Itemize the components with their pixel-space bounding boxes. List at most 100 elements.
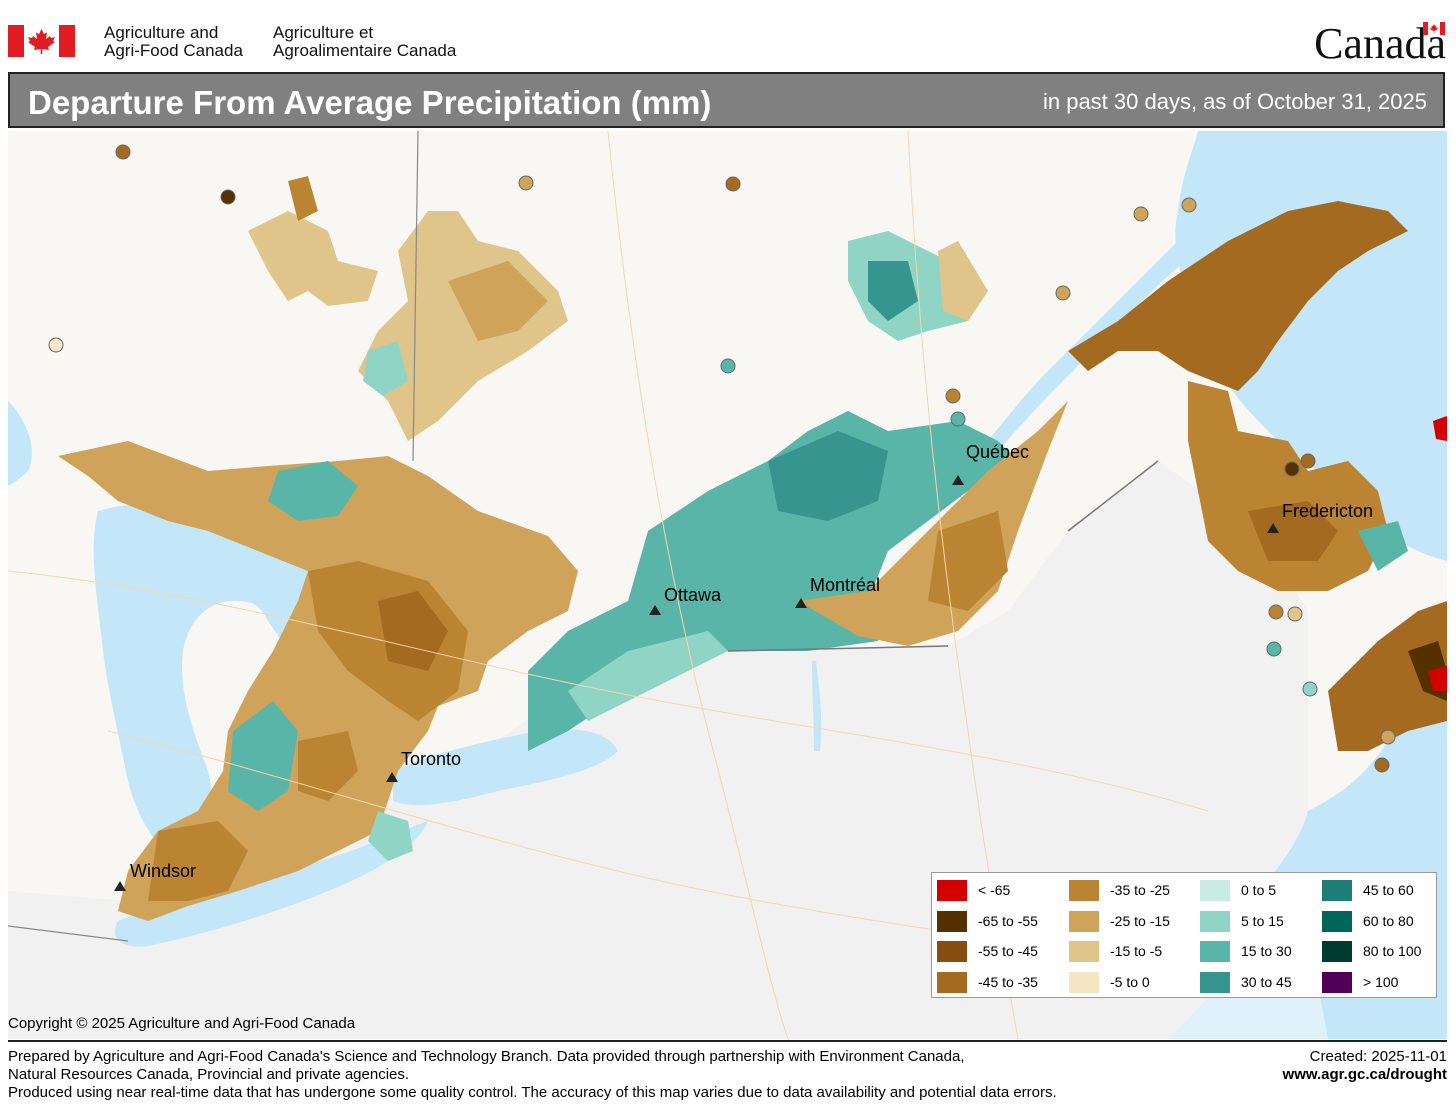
dept-en-line2: Agri-Food Canada [104,41,243,60]
toronto-marker-icon [386,772,398,782]
montreal-marker-icon [795,598,807,608]
station-dot [1302,681,1318,697]
legend-label: 80 to 100 [1363,943,1422,959]
station-dot [725,176,741,192]
region-nova-scotia [1328,601,1447,751]
region-central-core [378,591,448,671]
city-label-fredericton: Fredericton [1282,501,1373,521]
region-southern-ontario [58,441,578,921]
city-markers: Québec Fredericton Ottawa Montréal Toron… [114,442,1373,891]
region-north-patch-2 [288,176,318,221]
department-name-en: Agriculture and Agri-Food Canada [104,24,243,60]
fredericton-marker-icon [1267,523,1279,533]
legend-swatch [1200,880,1230,901]
footer-divider [8,1040,1447,1042]
region-laurentides-wet [768,431,888,521]
station-dot [1287,606,1303,622]
station-dot [220,189,236,205]
legend-swatch [1322,911,1352,932]
legend-swatch [1200,972,1230,993]
footer-line-2: Natural Resources Canada, Provincial and… [8,1066,410,1083]
legend-swatch [1200,911,1230,932]
dept-fr-line1: Agriculture et [273,23,374,42]
ottawa-marker-icon [649,605,661,615]
region-pei-extreme [1433,416,1447,441]
legend-swatch [937,911,967,932]
station-dot [518,175,534,191]
station-dot [1133,206,1149,222]
legend-swatch [1069,972,1099,993]
region-north-patch-3-core [448,261,548,341]
region-nb-coast-wet [1358,521,1408,571]
map-legend: < -65 -65 to -55 -55 to -45 -45 to -35 -35 t… [931,872,1437,998]
city-label-quebec: Québec [966,442,1029,462]
canada-us-border [727,645,949,652]
region-nb-core [1248,501,1338,561]
region-new-brunswick [1188,381,1388,591]
legend-label: -65 to -55 [978,913,1038,929]
legend-swatch [1322,941,1352,962]
footer-meta: Created: 2025-11-01 www.agr.gc.ca/drough… [1283,1048,1447,1084]
station-dot [1300,453,1316,469]
precipitation-map: Québec Fredericton Ottawa Montréal Toron… [8,131,1447,1039]
region-north-patch-1 [248,211,378,306]
station-dot [1268,604,1284,620]
legend-label: 5 to 15 [1241,913,1284,929]
region-north-wet-1 [363,341,408,396]
title-bar: Departure From Average Precipitation (mm… [8,72,1445,128]
legend-swatch [1069,880,1099,901]
legend-label: 15 to 30 [1241,943,1292,959]
station-dot [1266,641,1282,657]
legend-label: 30 to 45 [1241,974,1292,990]
lake-ontario [393,729,618,806]
station-dot [945,388,961,404]
lake-erie [114,821,429,947]
lake-superior-edge [8,401,32,486]
legend-swatch [1200,941,1230,962]
region-windsor-dry [148,821,248,901]
region-eastern-townships [798,401,1068,646]
legend-label: 60 to 80 [1363,913,1414,929]
map-period: in past 30 days, as of October 31, 2025 [1042,89,1427,114]
city-label-toronto: Toronto [401,749,461,769]
station-dot [1181,197,1197,213]
city-label-montreal: Montréal [810,575,880,595]
station-markers [48,144,1396,773]
legend-swatch [1069,911,1099,932]
region-gaspe [1068,201,1408,391]
footer-credits: Prepared by Agriculture and Agri-Food Ca… [8,1048,1057,1102]
dept-en-line1: Agriculture and [104,23,219,42]
station-dot [720,358,736,374]
station-dot [48,337,64,353]
region-huron-wet [228,701,298,811]
legend-swatch [1069,941,1099,962]
ohio-border [8,925,129,942]
footer-line-3: Produced using near real-time data that … [8,1084,1057,1101]
legend-swatch [937,941,967,962]
legend-label: < -65 [978,882,1011,898]
legend-label: -35 to -25 [1110,882,1170,898]
quebec-maine-border [1067,460,1159,532]
legend-swatch [937,880,967,901]
dept-fr-line2: Agroalimentaire Canada [273,41,457,60]
windsor-marker-icon [114,881,126,891]
footer-line-1: Prepared by Agriculture and Agri-Food Ca… [8,1048,965,1065]
canada-flag-icon [8,25,75,57]
created-date: Created: 2025-11-01 [1309,1048,1447,1065]
station-dot [950,411,966,427]
legend-swatch [1322,880,1352,901]
region-ns-extreme [1428,666,1447,691]
region-east-ontario-wet [568,631,728,721]
station-dot [1284,461,1300,477]
map-title: Departure From Average Precipitation (mm… [28,84,712,121]
legend-label: > 100 [1363,974,1399,990]
page-header: Agriculture and Agri-Food Canada Agricul… [0,0,1456,70]
legend-label: -55 to -45 [978,943,1038,959]
department-name-fr: Agriculture et Agroalimentaire Canada [273,24,456,60]
legend-label: -45 to -35 [978,974,1038,990]
station-dot [1380,729,1396,745]
legend-swatch [1322,972,1352,993]
wordmark-flag-icon [1423,22,1445,35]
map-canvas: Québec Fredericton Ottawa Montréal Toron… [8,131,1447,1039]
drought-url-link[interactable]: www.agr.gc.ca/drought [1282,1066,1447,1083]
